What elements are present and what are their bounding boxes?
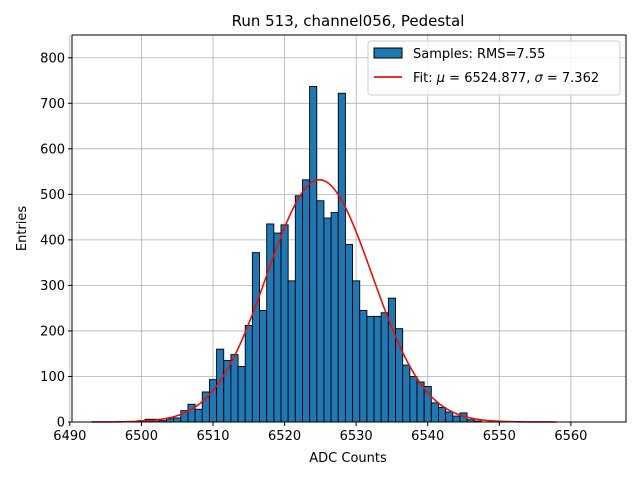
- legend: Samples: RMS=7.55 Fit: μ = 6524.877, σ =…: [367, 40, 621, 96]
- legend-sigma-value: = 7.362: [543, 71, 599, 86]
- histogram-bar: [208, 379, 218, 423]
- x-tick-label: 6560: [554, 429, 587, 444]
- legend-box: [367, 40, 621, 96]
- x-tick-label: 6550: [483, 429, 516, 444]
- histogram-bar: [330, 212, 339, 423]
- histogram-bar: [430, 402, 439, 423]
- histogram-bar: [273, 232, 282, 423]
- y-tick-label: 400: [40, 233, 65, 248]
- histogram-bar: [237, 366, 246, 423]
- histogram-bar: [266, 223, 275, 423]
- histogram-bar: [316, 200, 325, 423]
- histogram-bar: [402, 364, 411, 423]
- histogram-bar: [438, 406, 447, 423]
- legend-mu-value: = 6524.877,: [445, 71, 534, 86]
- histogram-bar: [380, 312, 389, 423]
- x-tick-label: 6510: [196, 429, 229, 444]
- histogram-bar: [395, 328, 404, 423]
- y-tick-label: 0: [57, 416, 65, 431]
- legend-mu-symbol: μ: [436, 71, 445, 86]
- histogram-bar: [337, 92, 346, 423]
- legend-bar-swatch: [373, 47, 403, 59]
- histogram-bar: [259, 310, 268, 423]
- histogram-bar: [323, 217, 332, 423]
- legend-samples-label: Samples: RMS=7.55: [413, 47, 545, 62]
- histogram-bar: [445, 411, 454, 423]
- legend-sigma-symbol: σ: [535, 71, 544, 86]
- x-axis-ticks: 6490 6500 6510 6520 6530 6540 6550 6560: [53, 422, 587, 444]
- x-axis-label: ADC Counts: [309, 451, 387, 466]
- y-tick-label: 800: [40, 51, 65, 66]
- fit-curve-group: [91, 179, 557, 423]
- legend-fit-prefix: Fit:: [413, 71, 437, 86]
- histogram-bar: [173, 417, 182, 423]
- y-tick-label: 600: [40, 142, 65, 157]
- gaussian-fit-curve: [91, 179, 557, 423]
- y-tick-label: 300: [40, 279, 65, 294]
- histogram-bar: [452, 415, 461, 423]
- histogram-bar: [387, 297, 396, 423]
- x-tick-label: 6530: [340, 429, 373, 444]
- histogram-bar: [352, 280, 361, 423]
- histogram-bar: [359, 310, 368, 423]
- x-tick-label: 6540: [411, 429, 444, 444]
- histogram-bar: [244, 325, 253, 423]
- y-tick-label: 500: [40, 188, 65, 203]
- histogram-bar: [344, 243, 354, 423]
- x-tick-label: 6490: [53, 429, 86, 444]
- histogram-bar: [409, 376, 418, 423]
- y-axis-label: Entries: [15, 206, 30, 252]
- y-tick-label: 200: [40, 324, 65, 339]
- chart-title: Run 513, channel056, Pedestal: [232, 12, 465, 30]
- y-tick-label: 100: [40, 370, 65, 385]
- histogram-bar: [287, 280, 296, 423]
- histogram-bar: [373, 315, 382, 423]
- y-tick-label: 700: [40, 97, 65, 112]
- x-tick-label: 6520: [268, 429, 301, 444]
- histogram-bar: [294, 195, 303, 423]
- histogram-bar: [309, 85, 318, 423]
- histogram-bar: [230, 354, 239, 423]
- plot-frame: [71, 34, 627, 423]
- histogram-bar: [194, 408, 203, 423]
- x-tick-label: 6500: [125, 429, 158, 444]
- histogram-bar: [251, 252, 260, 423]
- y-axis-ticks: 0 100 200 300 400 500 600 700 800: [40, 51, 72, 431]
- histogram-bar: [366, 315, 375, 423]
- histogram-bar: [302, 179, 311, 423]
- histogram-bar: [280, 224, 289, 423]
- histogram-bars: [137, 85, 482, 423]
- legend-fit-label: Fit: μ = 6524.877, σ = 7.362: [413, 71, 599, 86]
